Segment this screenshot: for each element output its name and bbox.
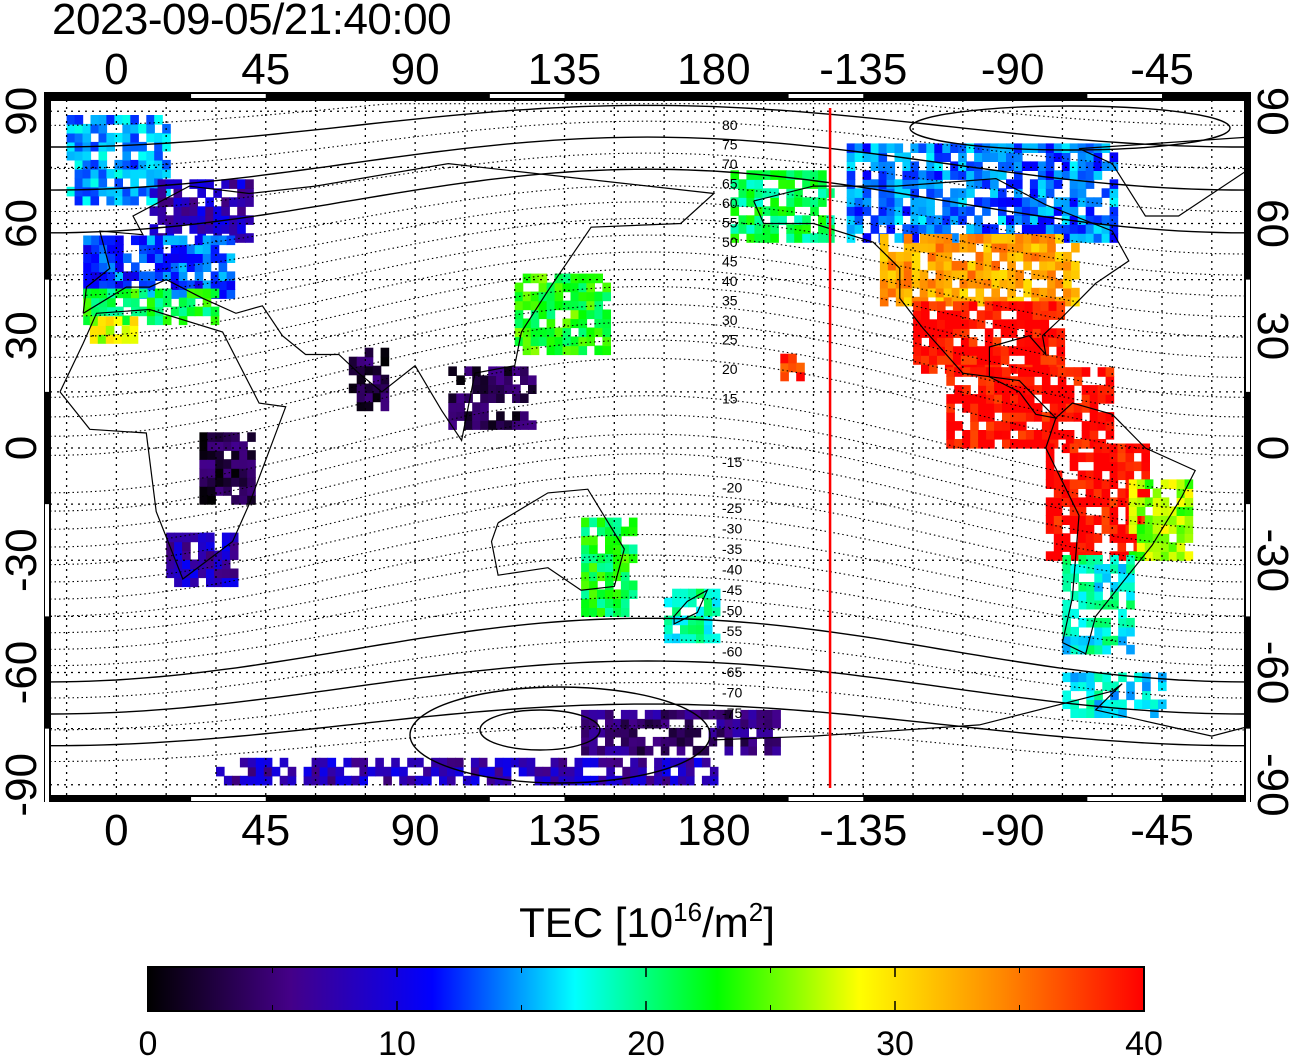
map-timestamp: 2023-09-05/21:40:00 xyxy=(52,0,452,44)
colorbar-tick-label: 20 xyxy=(627,1025,665,1057)
lat-tick-label-right: 90 xyxy=(1248,87,1294,136)
lat-tick-label-left: 60 xyxy=(0,199,46,248)
coastline xyxy=(59,308,287,580)
lon-tick-label-bottom: -135 xyxy=(819,806,907,855)
contour-label: -40 xyxy=(722,562,742,578)
lon-tick-label-top: 90 xyxy=(391,45,440,94)
contour-label: -75 xyxy=(722,705,742,721)
contour-label: 70 xyxy=(722,156,738,172)
lon-tick-label-top: 0 xyxy=(104,45,128,94)
map-axes: 0 0 45 45 90 90 135 135 180 180 -135 -135 -90 -90 -45 -… xyxy=(0,45,1294,855)
contour-label: 40 xyxy=(722,273,738,289)
tec-data-layer xyxy=(66,115,1194,786)
colorbar-tick-label: 10 xyxy=(378,1025,416,1057)
lat-tick-label-right: 60 xyxy=(1248,199,1294,248)
contour-label: -25 xyxy=(722,500,742,516)
lat-tick-label-right: 0 xyxy=(1248,436,1294,460)
colorbar-title: TEC [1016/m2] xyxy=(519,897,775,946)
tec-region-scandinavia xyxy=(149,179,254,243)
lon-tick-label-top: -45 xyxy=(1130,45,1194,94)
contour-label: -70 xyxy=(722,685,742,701)
contour-label: 80 xyxy=(722,117,738,133)
tec-region-arctic-atlantic xyxy=(66,115,171,206)
lat-tick-label-left: 0 xyxy=(0,436,46,460)
tec-region-antarctica-south xyxy=(216,757,719,786)
tec-region-se-asia xyxy=(448,366,537,430)
lon-tick-label-bottom: 135 xyxy=(528,806,601,855)
tec-region-india xyxy=(348,347,390,412)
lon-tick-label-bottom: 90 xyxy=(391,806,440,855)
tec-region-east-asia xyxy=(514,273,611,356)
coastlines xyxy=(59,136,1245,741)
tec-region-argentina xyxy=(1062,555,1135,655)
coastline xyxy=(673,588,709,625)
lat-tick-label-left: 30 xyxy=(0,311,46,360)
lat-tick-label-left: 90 xyxy=(0,87,46,136)
contour-label: 75 xyxy=(722,137,738,153)
contour-label: -65 xyxy=(722,664,742,680)
coastline xyxy=(1078,136,1245,217)
contour-label: 15 xyxy=(722,391,738,407)
contour-label: -45 xyxy=(722,582,742,598)
colorbar-tick-label: 0 xyxy=(139,1025,158,1057)
lat-tick-label-right: -60 xyxy=(1248,641,1294,705)
magnetic-latitude-contours xyxy=(50,103,1245,784)
contour-label: 20 xyxy=(722,361,738,377)
lon-tick-label-top: -90 xyxy=(981,45,1045,94)
contour-label: -35 xyxy=(722,541,742,557)
contour-label: -15 xyxy=(722,454,742,470)
tec-region-antarctica-pacific xyxy=(581,709,781,756)
coastline xyxy=(1045,402,1197,655)
tec-region-mediterranean xyxy=(83,288,220,326)
contour-label: -55 xyxy=(722,623,742,639)
lat-tick-label-left: -60 xyxy=(0,641,46,705)
lat-tick-label-right: 30 xyxy=(1248,311,1294,360)
tec-region-brazil-coast xyxy=(1128,479,1194,561)
tec-region-south-africa xyxy=(166,532,239,588)
lat-tick-label-left: -90 xyxy=(0,753,46,817)
lon-tick-label-bottom: 0 xyxy=(104,806,128,855)
lon-tick-label-top: 135 xyxy=(528,45,601,94)
coastline xyxy=(753,177,1130,420)
coastline xyxy=(82,162,716,443)
contour-label: 60 xyxy=(722,195,738,211)
contour-label: 65 xyxy=(722,176,738,192)
contour-label: -60 xyxy=(722,644,742,660)
tec-region-canada xyxy=(846,143,1119,243)
lon-tick-label-bottom: 45 xyxy=(241,806,290,855)
lon-tick-label-top: 180 xyxy=(677,45,750,94)
coastline xyxy=(713,683,1245,741)
lon-tick-label-bottom: 180 xyxy=(677,806,750,855)
tec-region-north-africa xyxy=(89,316,139,344)
lat-tick-label-left: -30 xyxy=(0,528,46,592)
tec-colorbar: 0 10 20 30 40 xyxy=(139,966,1163,1057)
lon-tick-label-bottom: -45 xyxy=(1130,806,1194,855)
tec-region-australia-east xyxy=(581,517,638,617)
colorbar-tick-label: 30 xyxy=(876,1025,914,1057)
coastline xyxy=(490,488,625,591)
contour-labels: 80 75 70 65 60 55 50 45 40 35 30 25 20 15 -15 -20 -25 -30… xyxy=(722,117,742,721)
tec-region-east-africa xyxy=(199,432,256,505)
contour-label: 35 xyxy=(722,293,738,309)
lat-tick-label-right: -30 xyxy=(1248,528,1294,592)
lon-tick-label-bottom: -90 xyxy=(981,806,1045,855)
contour-label: -20 xyxy=(722,480,742,496)
tec-region-hawaii xyxy=(780,353,805,382)
contour-label: 25 xyxy=(722,332,738,348)
contour-label: -50 xyxy=(722,603,742,619)
tec-region-north-usa xyxy=(879,234,1080,307)
tec-region-new-zealand xyxy=(664,588,721,644)
contour-label: 30 xyxy=(722,312,738,328)
contour-label: -30 xyxy=(722,521,742,537)
lon-tick-label-top: -135 xyxy=(819,45,907,94)
colorbar-tick-label: 40 xyxy=(1125,1025,1163,1057)
contour-label: 45 xyxy=(722,254,738,270)
contour-label: 55 xyxy=(722,215,738,231)
lon-tick-label-top: 45 xyxy=(241,45,290,94)
lat-tick-label-right: -90 xyxy=(1248,753,1294,817)
contour-label: 50 xyxy=(722,234,738,250)
